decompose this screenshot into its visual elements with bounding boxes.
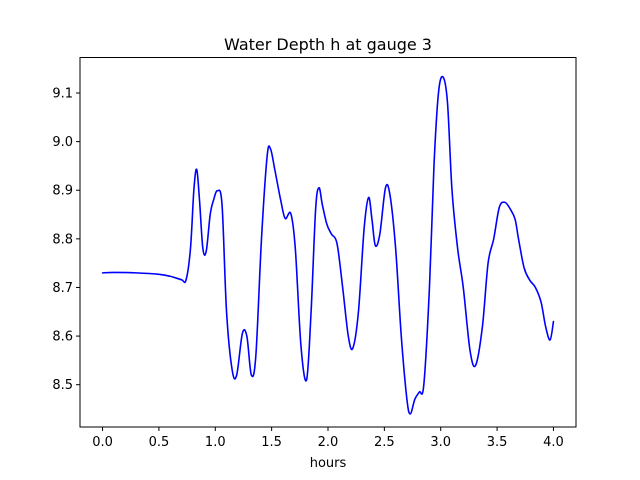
y-tick-label: 8.9 <box>52 184 73 199</box>
plot-area <box>101 75 555 415</box>
x-tick-label: 2.5 <box>374 435 395 450</box>
x-tick-label: 1.5 <box>261 435 282 450</box>
series-line <box>101 75 555 415</box>
x-tick-label: 3.0 <box>430 435 451 450</box>
x-tick-label: 3.5 <box>487 435 508 450</box>
x-axis-label: hours <box>310 456 347 471</box>
y-tick-label: 8.7 <box>52 281 73 296</box>
y-tick-label: 9.0 <box>52 135 73 150</box>
y-tick-label: 9.1 <box>52 86 73 101</box>
x-axis: 0.0 0.5 1.0 1.5 2.0 2.5 3.0 3.5 4.0 <box>92 427 564 450</box>
x-tick-label: 0.0 <box>92 435 113 450</box>
x-tick-label: 1.0 <box>205 435 226 450</box>
y-tick-label: 8.8 <box>52 232 73 247</box>
y-tick-label: 8.5 <box>52 378 73 393</box>
y-tick-label: 8.6 <box>52 330 73 345</box>
x-tick-label: 2.0 <box>318 435 339 450</box>
x-tick-label: 4.0 <box>543 435 564 450</box>
y-axis: 8.5 8.6 8.7 8.8 8.9 9.0 9.1 <box>52 86 80 393</box>
axes-frame <box>79 57 577 428</box>
x-tick-label: 0.5 <box>149 435 170 450</box>
chart-title: Water Depth h at gauge 3 <box>224 35 432 54</box>
